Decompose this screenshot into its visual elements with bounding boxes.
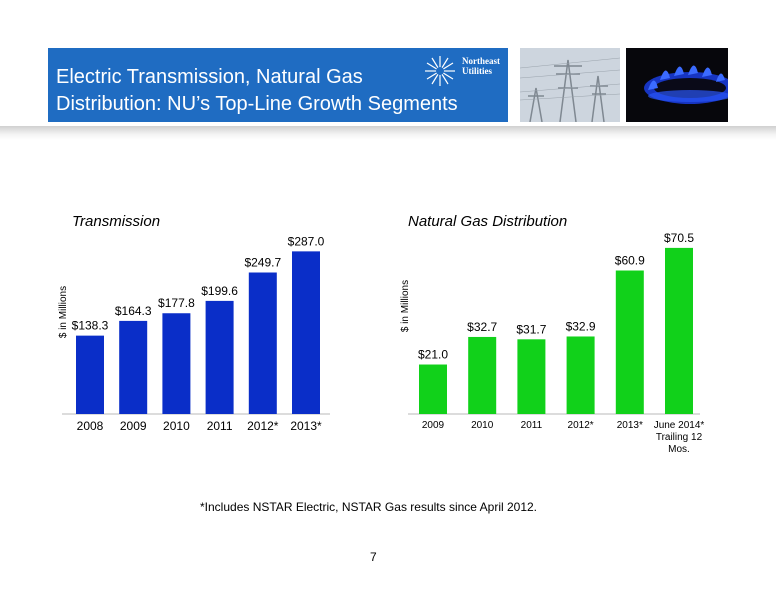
slide-title-line-1: Electric Transmission, Natural Gas xyxy=(56,66,363,88)
gas-category-label-6-line-1: June 2014* xyxy=(654,420,705,431)
power-tower-icon xyxy=(520,48,620,122)
gas-data-label-5: $60.9 xyxy=(615,254,645,268)
transmission-data-label-6: $287.0 xyxy=(288,234,325,248)
gas-data-label-2: $32.7 xyxy=(467,320,497,334)
transmission-category-label-5: 2012* xyxy=(247,419,279,433)
transmission-data-label-5: $249.7 xyxy=(244,256,281,270)
footnote: *Includes NSTAR Electric, NSTAR Gas resu… xyxy=(200,500,538,514)
transmission-category-label-6: 2013* xyxy=(290,419,322,433)
gas-chart-title: Natural Gas Distribution xyxy=(408,213,567,230)
transmission-bar-4 xyxy=(205,300,234,414)
gas-category-label-5: 2013* xyxy=(617,420,643,431)
gas-data-label-4: $32.9 xyxy=(566,319,596,333)
gas-data-label-1: $21.0 xyxy=(418,348,448,362)
transmission-category-label-3: 2010 xyxy=(163,419,190,433)
transmission-bar-3 xyxy=(162,313,191,414)
transmission-bar-6 xyxy=(292,251,320,414)
transmission-data-label-1: $138.3 xyxy=(72,319,109,333)
gas-flame-icon xyxy=(626,48,728,122)
gas-bar-6 xyxy=(665,247,693,414)
transmission-data-label-4: $199.6 xyxy=(201,284,238,298)
slide-title-line-2: Distribution: NU’s Top-Line Growth Segme… xyxy=(56,93,458,115)
header-shadow-divider xyxy=(0,126,776,140)
gas-category-label-6-line-2: Trailing 12 xyxy=(656,432,703,443)
transmission-towers-photo xyxy=(520,48,620,122)
gas-category-label-1: 2009 xyxy=(422,420,445,431)
gas-data-label-6: $70.5 xyxy=(664,231,694,245)
title-banner xyxy=(48,48,508,122)
gas-bar-1 xyxy=(419,364,447,414)
transmission-chart-title: Transmission xyxy=(72,213,160,230)
transmission-data-label-3: $177.8 xyxy=(158,296,195,310)
page-number: 7 xyxy=(370,550,377,564)
northeast-utilities-logo-icon xyxy=(425,56,455,86)
transmission-bar-5 xyxy=(248,272,277,414)
transmission-category-label-4: 2011 xyxy=(207,419,233,433)
gas-bar-2 xyxy=(468,336,497,414)
transmission-category-label-2: 2009 xyxy=(120,419,147,433)
transmission-data-label-2: $164.3 xyxy=(115,304,152,318)
gas-y-axis-label: $ in Millions xyxy=(400,280,411,332)
logo-text-line-1: Northeast xyxy=(462,56,500,66)
gas-data-label-3: $31.7 xyxy=(516,322,546,336)
gas-bar-3 xyxy=(517,339,546,414)
transmission-category-label-1: 2008 xyxy=(77,419,104,433)
transmission-bar-2 xyxy=(119,320,148,414)
gas-bar-4 xyxy=(566,336,595,414)
gas-flame-photo xyxy=(626,48,728,122)
transmission-bar-1 xyxy=(76,335,104,414)
gas-category-label-4: 2012* xyxy=(568,420,594,431)
transmission-y-axis-label: $ in Millions xyxy=(58,286,69,338)
logo-wordmark: Northeast Utilities xyxy=(462,56,500,76)
gas-bar-5 xyxy=(615,270,644,414)
gas-category-label-3: 2011 xyxy=(521,420,543,431)
logo-text-line-2: Utilities xyxy=(462,66,492,76)
gas-category-label-2: 2010 xyxy=(471,420,494,431)
gas-category-label-6-line-3: Mos. xyxy=(668,444,690,455)
